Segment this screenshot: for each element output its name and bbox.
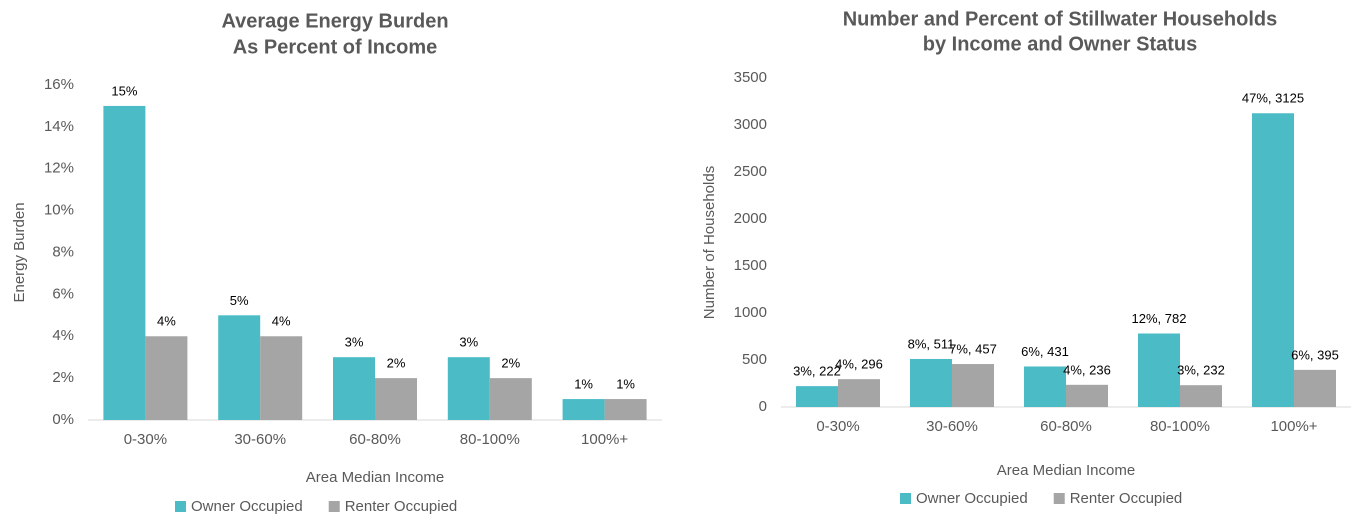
data-label: 47%, 3125 — [1242, 91, 1304, 106]
y-tick-label: 2% — [52, 369, 74, 386]
bar — [375, 378, 417, 420]
bar — [1252, 113, 1294, 407]
x-tick-label: 80-100% — [460, 431, 520, 448]
legend-swatch — [900, 493, 911, 504]
bar — [447, 357, 490, 420]
y-tick-label: 2500 — [734, 163, 767, 180]
x-tick-label: 30-60% — [926, 418, 978, 435]
bar — [103, 105, 146, 420]
x-tick-label: 100%+ — [1270, 418, 1317, 435]
bar — [1294, 369, 1336, 407]
x-tick-label: 60-80% — [1040, 418, 1092, 435]
data-label: 6%, 431 — [1021, 344, 1069, 359]
y-tick-label: 6% — [52, 285, 74, 302]
data-label: 2% — [387, 356, 406, 371]
x-axis-title: Area Median Income — [306, 469, 444, 486]
x-tick-label: 100%+ — [581, 431, 628, 448]
x-tick-label: 80-100% — [1150, 418, 1210, 435]
data-label: 1% — [616, 377, 635, 392]
data-label: 2% — [501, 356, 520, 371]
data-label: 15% — [111, 83, 137, 98]
chart-title: Number and Percent of Stillwater Househo… — [843, 8, 1278, 30]
chart-subtitle: by Income and Owner Status — [923, 33, 1198, 55]
bar — [838, 379, 880, 407]
legend-swatch — [328, 501, 340, 512]
data-label: 7%, 457 — [949, 341, 997, 356]
y-tick-label: 2000 — [734, 210, 767, 227]
y-tick-label: 14% — [44, 118, 74, 135]
y-tick-label: 10% — [44, 202, 74, 219]
data-label: 3% — [459, 335, 478, 350]
data-label: 5% — [230, 293, 249, 308]
x-tick-label: 0-30% — [124, 431, 167, 448]
data-label: 3%, 222 — [793, 364, 841, 379]
data-label: 12%, 782 — [1132, 311, 1187, 326]
data-label: 4%, 296 — [835, 357, 883, 372]
data-label: 1% — [574, 377, 593, 392]
chart-subtitle: As Percent of Income — [233, 36, 438, 58]
legend-label: Owner Occupied — [916, 490, 1028, 507]
x-tick-label: 0-30% — [816, 418, 859, 435]
bar — [952, 364, 994, 407]
bar — [1066, 384, 1108, 407]
chart-title: Average Energy Burden — [221, 10, 448, 32]
y-tick-label: 4% — [52, 327, 74, 344]
bar — [145, 336, 188, 420]
x-tick-label: 30-60% — [234, 431, 286, 448]
legend-swatch — [1053, 493, 1065, 504]
y-tick-label: 1000 — [734, 304, 767, 321]
y-tick-label: 12% — [44, 160, 74, 177]
data-label: 3%, 232 — [1177, 363, 1225, 378]
bar — [604, 399, 647, 420]
bar — [489, 378, 532, 420]
legend-label: Owner Occupied — [191, 498, 303, 515]
legend-swatch — [175, 501, 186, 512]
data-label: 4% — [272, 314, 291, 329]
bar — [1138, 333, 1180, 407]
x-tick-label: 60-80% — [349, 431, 401, 448]
y-axis-title: Number of Households — [701, 166, 718, 319]
y-tick-label: 3000 — [734, 116, 767, 133]
y-tick-label: 0 — [759, 398, 767, 415]
bar — [1024, 366, 1066, 407]
bar — [333, 357, 375, 420]
y-tick-label: 500 — [742, 351, 767, 368]
y-tick-label: 0% — [52, 411, 74, 428]
y-tick-label: 3500 — [734, 69, 767, 86]
y-axis-title: Energy Burden — [11, 202, 28, 302]
bar — [796, 386, 838, 407]
x-axis-title: Area Median Income — [997, 462, 1135, 479]
y-tick-label: 8% — [52, 243, 74, 260]
legend-label: Renter Occupied — [1070, 490, 1183, 507]
bar — [562, 399, 605, 420]
y-tick-label: 16% — [44, 76, 74, 93]
data-label: 4% — [157, 314, 176, 329]
data-label: 8%, 511 — [908, 336, 955, 351]
data-label: 3% — [345, 335, 364, 350]
data-label: 4%, 236 — [1063, 362, 1111, 377]
y-tick-label: 1500 — [734, 257, 767, 274]
bar — [260, 336, 303, 420]
bar — [218, 315, 261, 420]
bar — [1180, 385, 1222, 407]
legend-label: Renter Occupied — [345, 498, 458, 515]
bar — [910, 358, 952, 407]
data-label: 6%, 395 — [1291, 347, 1339, 362]
